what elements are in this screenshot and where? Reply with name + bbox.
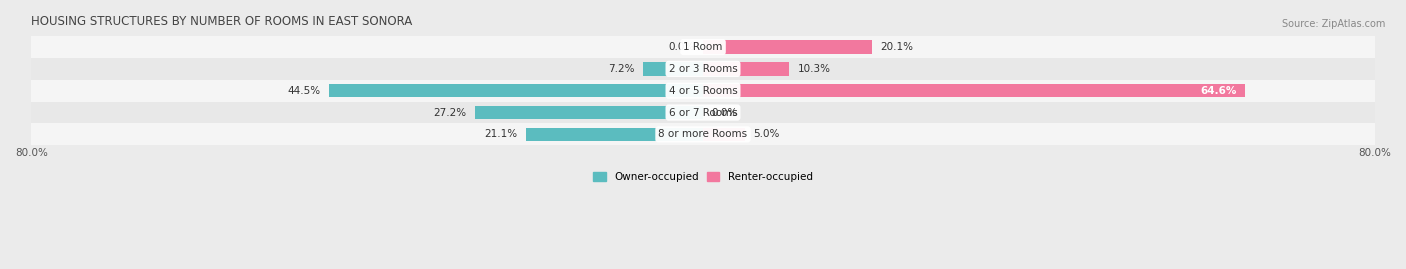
Bar: [703, 40, 872, 54]
Bar: [31, 102, 1375, 123]
Text: 21.1%: 21.1%: [484, 129, 517, 139]
Bar: [703, 84, 1246, 97]
Text: 44.5%: 44.5%: [288, 86, 321, 96]
Bar: [31, 123, 1375, 145]
Text: 10.3%: 10.3%: [797, 64, 831, 74]
Bar: [31, 58, 1375, 80]
Bar: [475, 106, 703, 119]
Legend: Owner-occupied, Renter-occupied: Owner-occupied, Renter-occupied: [589, 168, 817, 186]
Text: 27.2%: 27.2%: [433, 108, 467, 118]
Bar: [31, 80, 1375, 102]
Text: 2 or 3 Rooms: 2 or 3 Rooms: [669, 64, 737, 74]
Bar: [31, 36, 1375, 58]
Text: 6 or 7 Rooms: 6 or 7 Rooms: [669, 108, 737, 118]
Text: 0.0%: 0.0%: [711, 108, 738, 118]
Bar: [526, 128, 703, 141]
Text: 64.6%: 64.6%: [1201, 86, 1237, 96]
Bar: [643, 62, 703, 76]
Text: 20.1%: 20.1%: [880, 42, 912, 52]
Bar: [703, 62, 789, 76]
Text: 0.0%: 0.0%: [668, 42, 695, 52]
Text: 7.2%: 7.2%: [607, 64, 634, 74]
Bar: [329, 84, 703, 97]
Bar: [703, 128, 745, 141]
Text: 1 Room: 1 Room: [683, 42, 723, 52]
Text: 4 or 5 Rooms: 4 or 5 Rooms: [669, 86, 737, 96]
Text: Source: ZipAtlas.com: Source: ZipAtlas.com: [1281, 19, 1385, 29]
Text: 5.0%: 5.0%: [754, 129, 780, 139]
Text: 8 or more Rooms: 8 or more Rooms: [658, 129, 748, 139]
Text: HOUSING STRUCTURES BY NUMBER OF ROOMS IN EAST SONORA: HOUSING STRUCTURES BY NUMBER OF ROOMS IN…: [31, 15, 413, 28]
